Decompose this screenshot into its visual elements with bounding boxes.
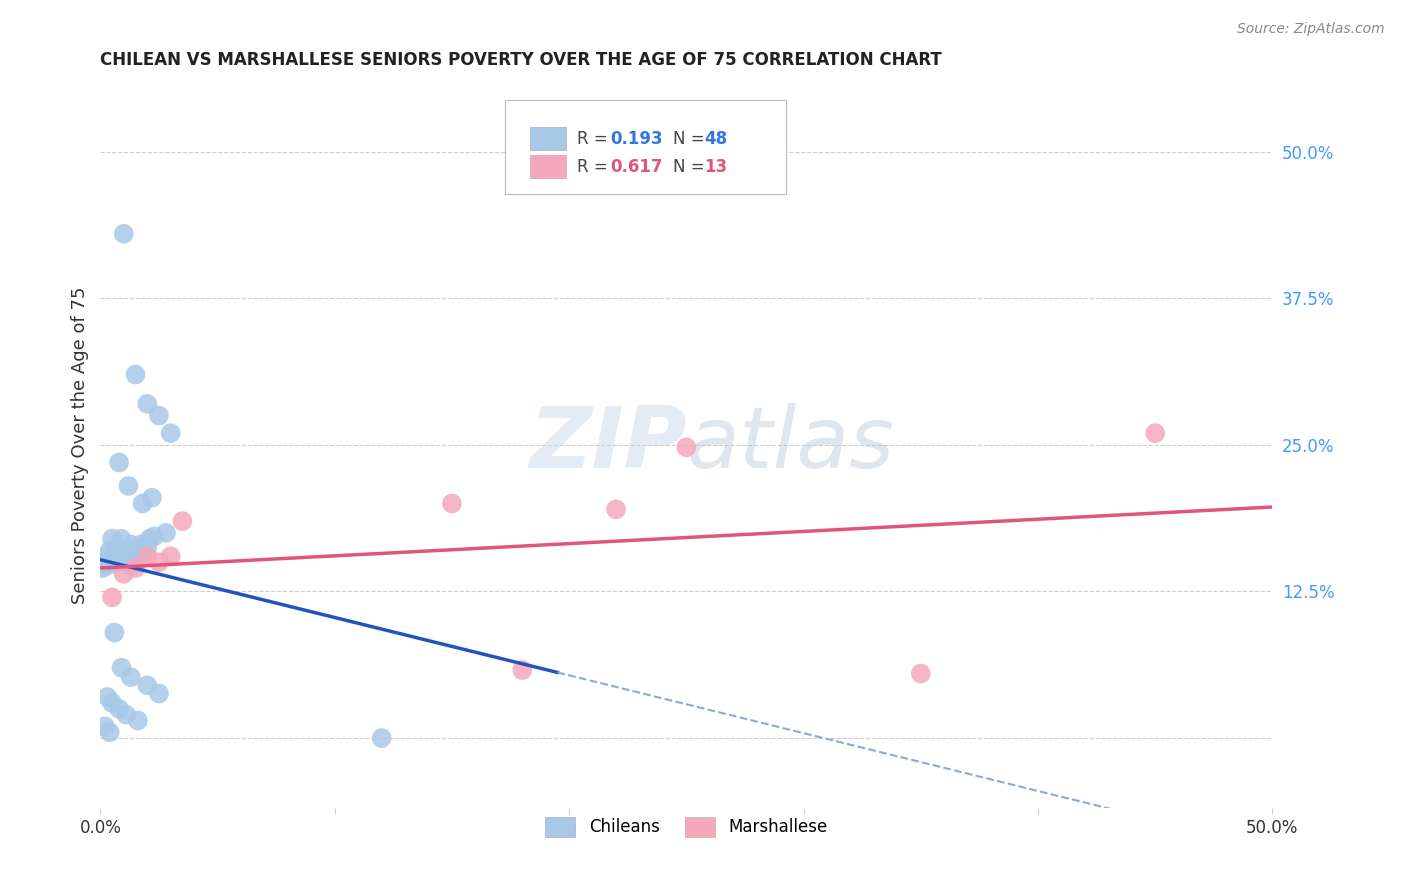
Point: [510, 663, 533, 677]
Point: [131, 496, 153, 510]
Point: [129, 538, 152, 552]
Point: [131, 546, 153, 560]
Point: [117, 558, 139, 572]
Point: [120, 538, 142, 552]
Point: [101, 591, 124, 605]
Bar: [530, 155, 565, 178]
Point: [98, 558, 121, 572]
Point: [115, 707, 138, 722]
Point: [370, 731, 392, 745]
Point: [138, 532, 160, 546]
Point: [172, 514, 194, 528]
Text: 13: 13: [704, 158, 727, 176]
Point: [159, 426, 181, 441]
Text: 0.193: 0.193: [610, 130, 662, 148]
Point: [110, 661, 132, 675]
Point: [159, 549, 181, 564]
Text: atlas: atlas: [686, 403, 894, 486]
Point: [108, 455, 131, 469]
Text: 0.617: 0.617: [610, 158, 662, 176]
Point: [136, 678, 159, 692]
Point: [96, 549, 118, 564]
Point: [124, 561, 146, 575]
Point: [101, 555, 124, 569]
Text: R =: R =: [578, 158, 613, 176]
Point: [440, 496, 463, 510]
Point: [136, 397, 159, 411]
Text: N =: N =: [673, 130, 710, 148]
Point: [98, 725, 121, 739]
Text: R =: R =: [578, 130, 613, 148]
Point: [605, 502, 627, 516]
Point: [112, 227, 135, 241]
Point: [101, 696, 124, 710]
Legend: Chileans, Marshallese: Chileans, Marshallese: [538, 810, 834, 844]
Point: [103, 549, 125, 564]
Point: [148, 409, 170, 423]
Point: [101, 532, 124, 546]
Point: [94, 719, 117, 733]
Point: [105, 541, 128, 555]
Point: [124, 368, 146, 382]
Point: [117, 479, 139, 493]
Point: [136, 549, 159, 564]
Y-axis label: Seniors Poverty Over the Age of 75: Seniors Poverty Over the Age of 75: [72, 286, 89, 604]
Point: [141, 491, 163, 505]
Point: [122, 553, 145, 567]
Point: [134, 546, 156, 560]
Text: CHILEAN VS MARSHALLESE SENIORS POVERTY OVER THE AGE OF 75 CORRELATION CHART: CHILEAN VS MARSHALLESE SENIORS POVERTY O…: [100, 51, 942, 69]
Point: [155, 525, 177, 540]
Point: [115, 546, 138, 560]
Point: [148, 686, 170, 700]
Point: [112, 566, 135, 581]
Text: Source: ZipAtlas.com: Source: ZipAtlas.com: [1237, 22, 1385, 37]
Point: [675, 440, 697, 454]
Point: [105, 555, 128, 569]
Point: [143, 529, 166, 543]
Point: [96, 690, 118, 704]
Text: 48: 48: [704, 130, 727, 148]
Text: ZIP: ZIP: [529, 403, 686, 486]
Point: [1144, 426, 1167, 441]
Point: [94, 558, 117, 572]
Text: N =: N =: [673, 158, 710, 176]
Point: [110, 532, 132, 546]
Point: [103, 625, 125, 640]
Point: [136, 541, 159, 555]
Point: [127, 541, 149, 555]
Point: [91, 561, 114, 575]
Point: [108, 553, 131, 567]
Bar: [530, 127, 565, 151]
Point: [108, 702, 131, 716]
Point: [127, 714, 149, 728]
Point: [124, 558, 146, 572]
FancyBboxPatch shape: [505, 100, 786, 194]
Point: [148, 555, 170, 569]
Point: [120, 670, 142, 684]
Point: [98, 543, 121, 558]
Point: [910, 666, 932, 681]
Point: [112, 546, 135, 560]
